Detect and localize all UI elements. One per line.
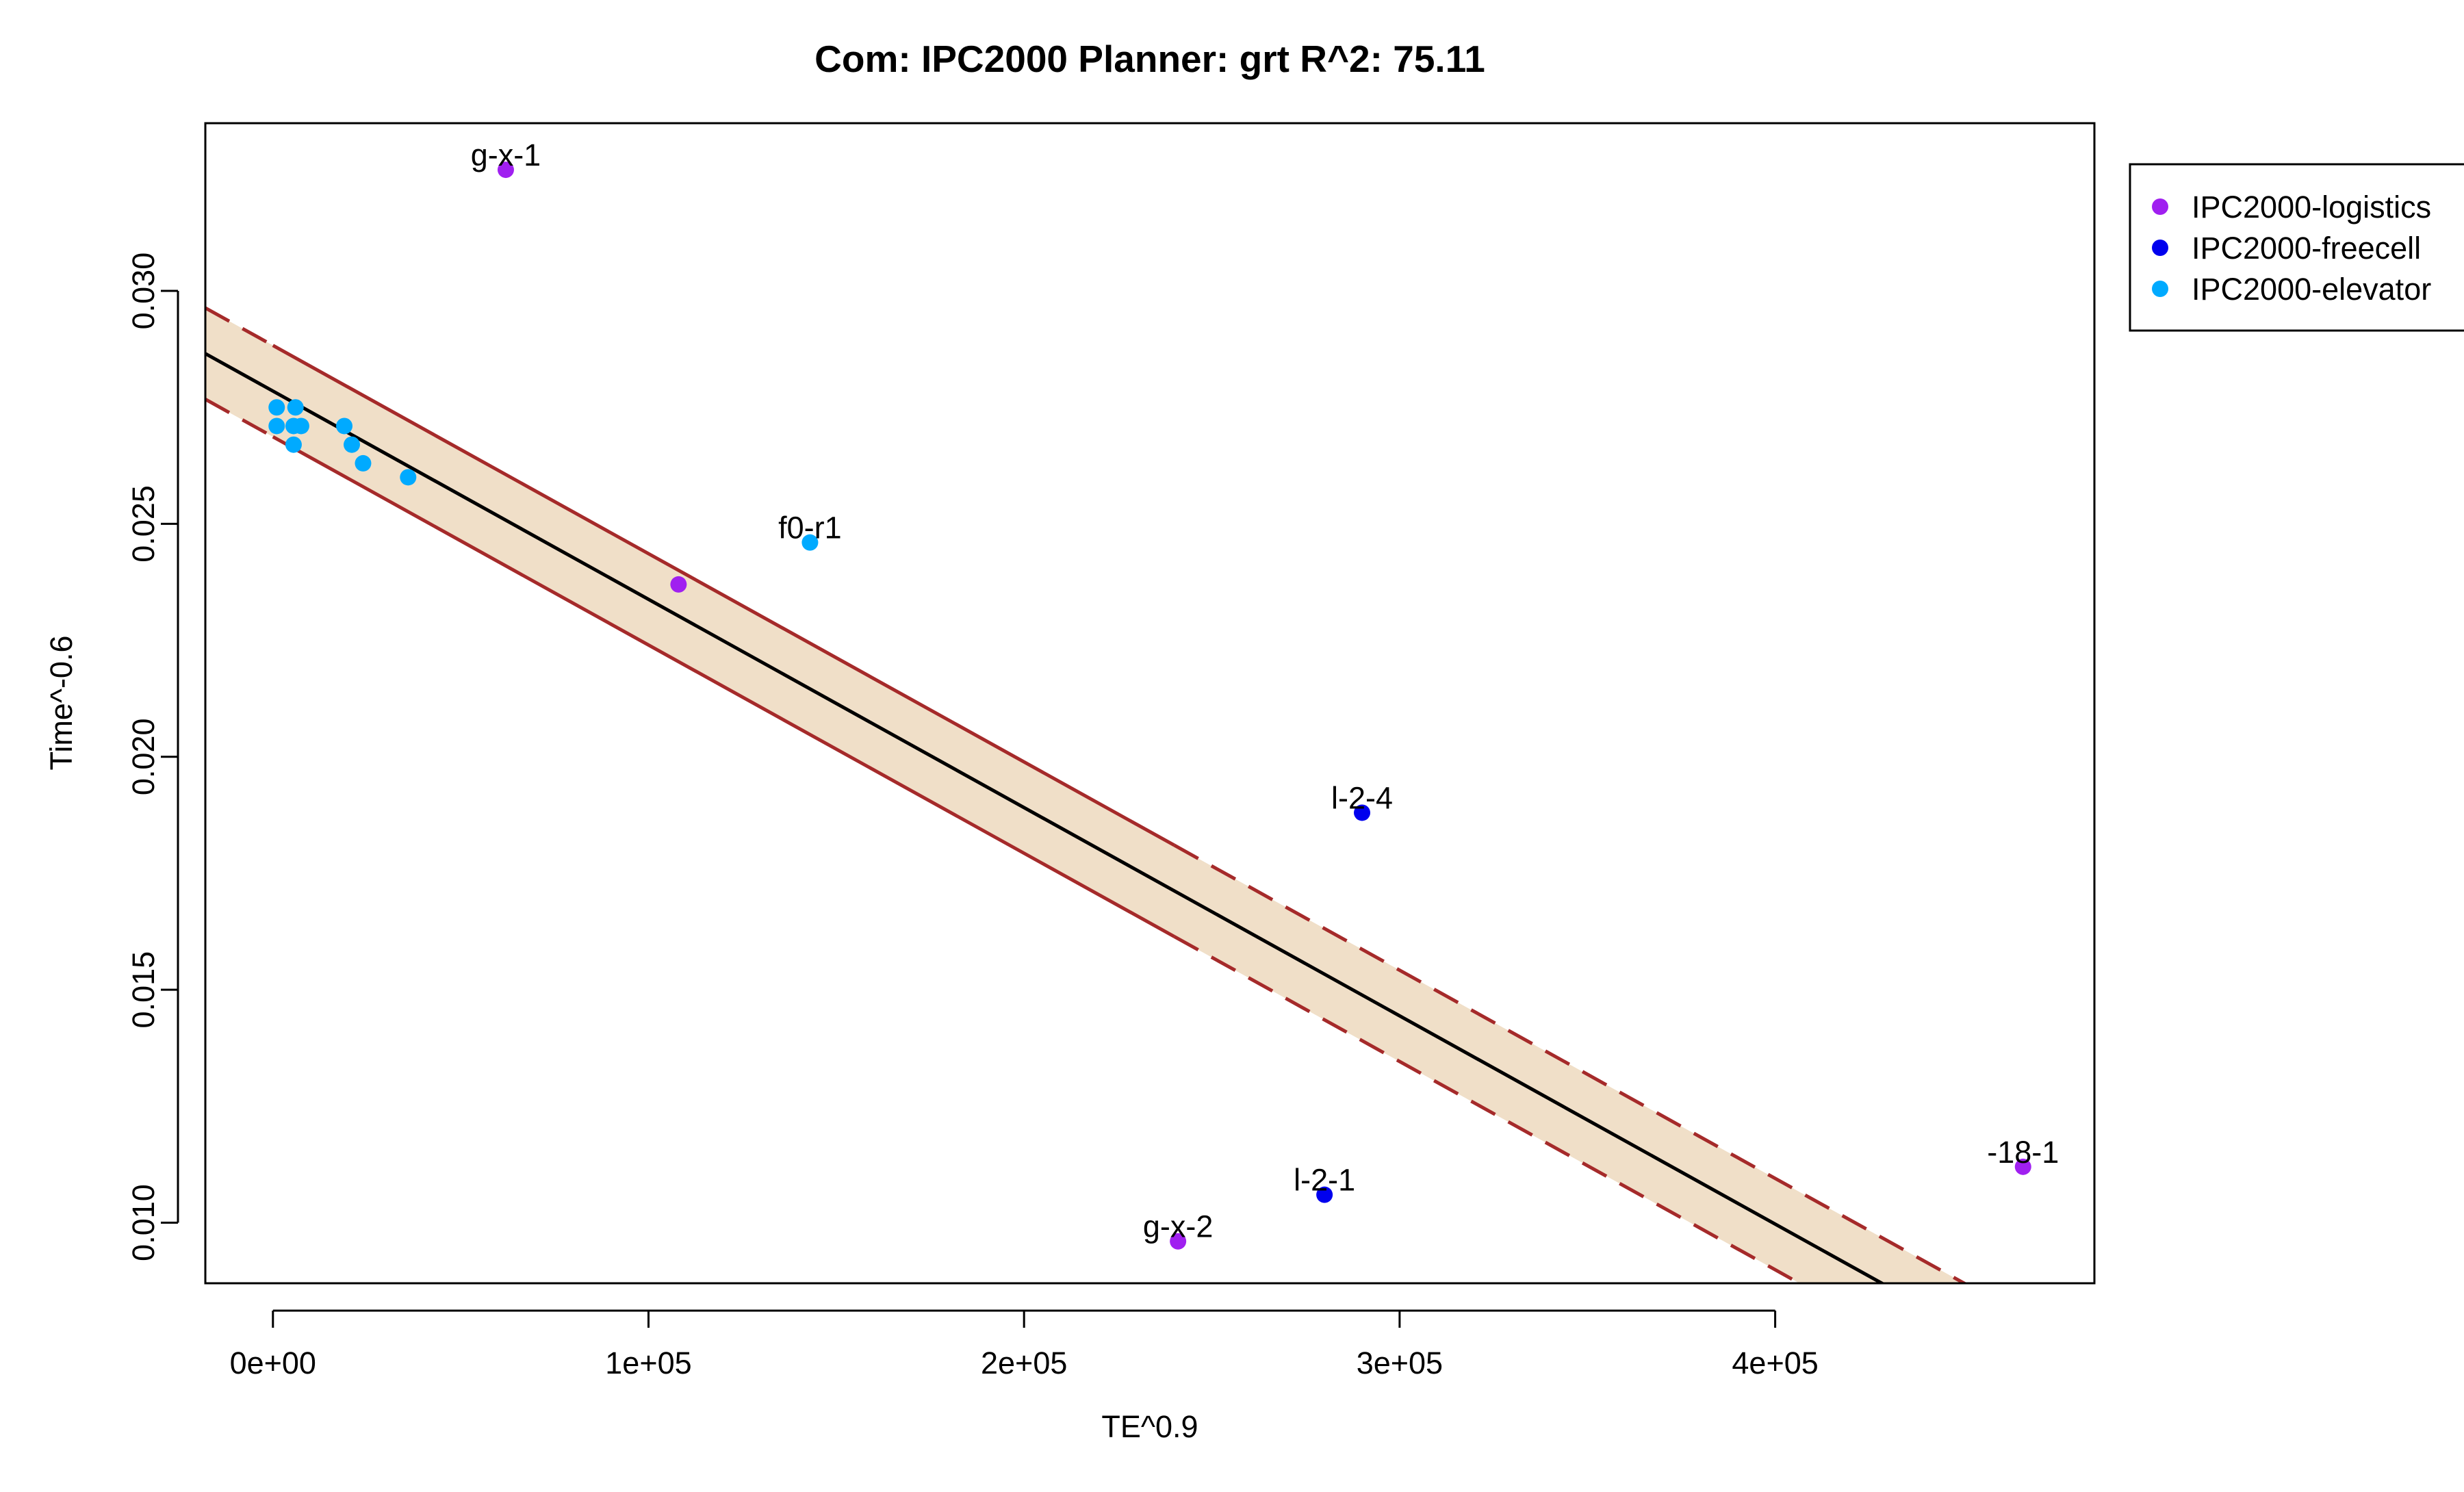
legend-box (2129, 163, 2464, 332)
legend-marker (2152, 198, 2168, 215)
plot-frame (204, 122, 2096, 1285)
point-label: g-x-1 (471, 138, 541, 172)
band-upper-dashed-left (205, 306, 274, 347)
point-label: l-2-1 (1294, 1163, 1355, 1198)
x-tick-label: 2e+05 (981, 1346, 1067, 1380)
data-point (497, 162, 514, 179)
data-point (268, 399, 285, 416)
band-upper-dashed-right (1173, 843, 1968, 1283)
y-tick-label: 0.010 (126, 1184, 161, 1261)
x-axis: 0e+00 1e+05 2e+05 3e+05 4e+05 (230, 1309, 1819, 1380)
y-axis: 0.010 0.015 0.020 0.025 0.030 (126, 253, 179, 1261)
band-lower-dashed-left (205, 398, 274, 439)
band-lower-solid (272, 435, 1175, 938)
chart-title: Com: IPC2000 Planner: grt R^2: 75.11 (814, 38, 1485, 80)
x-tick-label: 0e+00 (230, 1346, 316, 1380)
regression-line-group (205, 352, 1886, 1283)
point-label: -18-1 (1987, 1135, 2059, 1170)
y-tick-label: 0.020 (126, 718, 161, 795)
legend-marker (2152, 240, 2168, 256)
y-tick-label: 0.030 (126, 253, 161, 330)
data-point (285, 436, 302, 453)
data-point (2014, 1158, 2031, 1175)
x-tick-label: 1e+05 (605, 1346, 691, 1380)
y-tick-label: 0.015 (126, 951, 161, 1029)
regression-line (205, 352, 1886, 1283)
band-lower-dashed-right (1173, 935, 1804, 1283)
legend-label: IPC2000-elevator (2192, 272, 2431, 307)
data-point (1316, 1186, 1333, 1203)
data-point (1170, 1233, 1187, 1250)
data-point (287, 399, 304, 416)
legend-label: IPC2000-logistics (2192, 190, 2431, 224)
data-point (801, 534, 819, 551)
band-upper-solid (272, 344, 1175, 847)
confidence-band (205, 306, 1968, 1283)
data-point (400, 469, 417, 486)
point-label: f0-r1 (778, 511, 842, 545)
data-point (670, 576, 687, 593)
data-point (355, 454, 372, 472)
x-tick-label: 4e+05 (1732, 1346, 1818, 1380)
point-label: l-2-4 (1331, 780, 1393, 815)
point-label: g-x-2 (1143, 1209, 1214, 1244)
point-labels: g-x-1 g-x-2 -18-1 l-2-4 l-2-1 f0-r1 (471, 138, 2059, 1244)
data-point (343, 436, 360, 453)
data-point (268, 417, 285, 435)
data-point (336, 417, 353, 435)
data-point (1354, 804, 1371, 821)
x-tick-label: 3e+05 (1357, 1346, 1443, 1380)
legend-marker (2152, 281, 2168, 297)
data-points (268, 162, 2031, 1250)
y-tick-label: 0.025 (126, 485, 161, 563)
x-axis-label: TE^0.9 (1101, 1409, 1198, 1444)
legend-label: IPC2000-freecell (2192, 231, 2421, 266)
y-axis-label: Time^-0.6 (44, 636, 79, 771)
legend: IPC2000-logistics IPC2000-freecell IPC2000… (2129, 163, 2464, 332)
data-point (292, 417, 309, 435)
